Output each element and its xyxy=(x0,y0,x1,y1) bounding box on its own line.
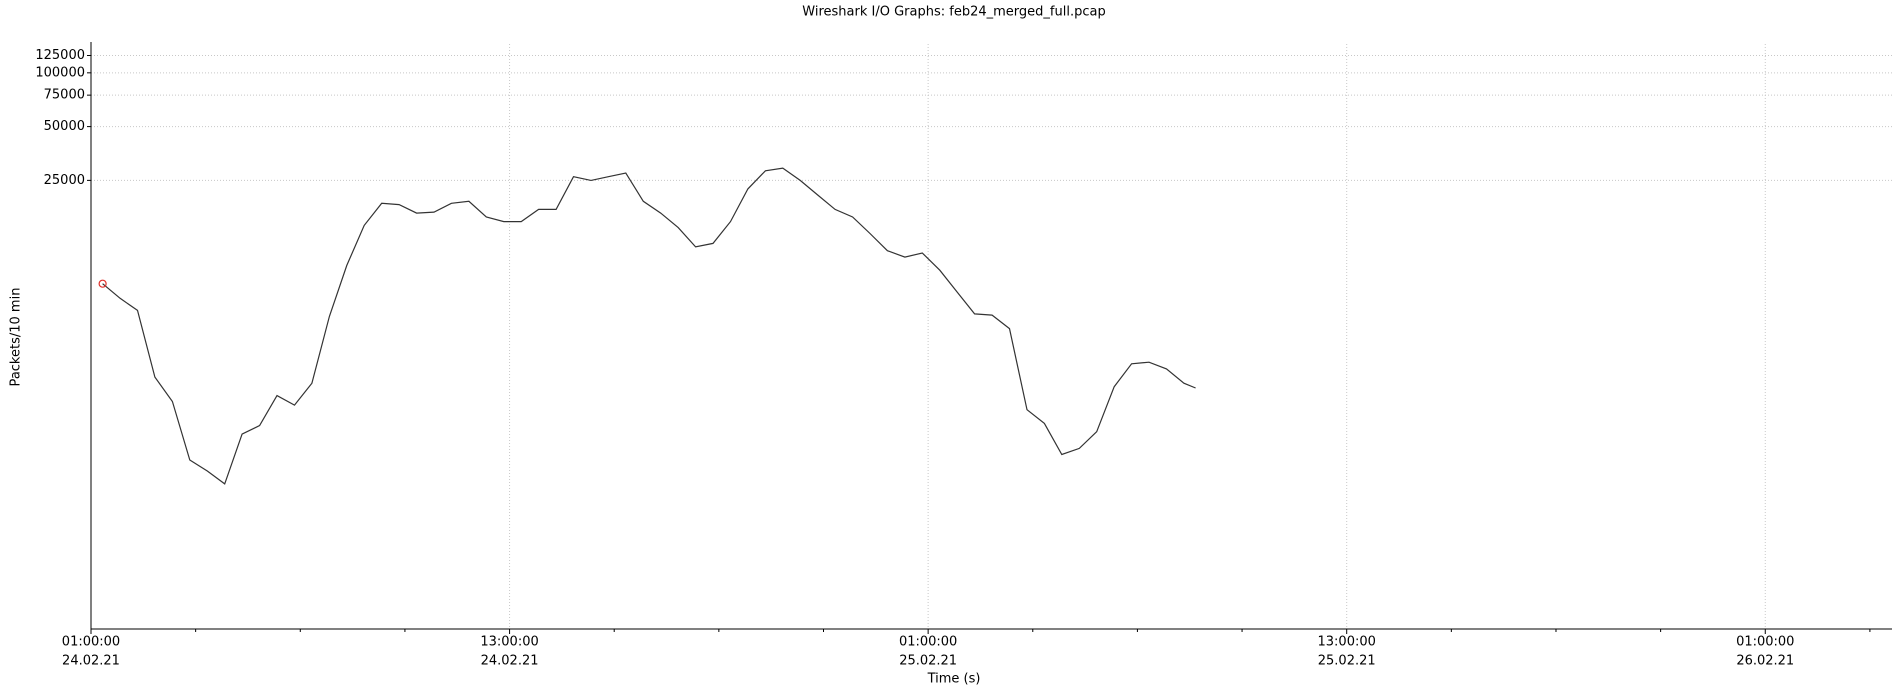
y-tick-label: 75000 xyxy=(44,88,85,103)
y-tick-label: 50000 xyxy=(44,119,85,134)
x-axis-label: Time (s) xyxy=(927,672,981,687)
y-tick-label: 25000 xyxy=(44,173,85,188)
x-tick-label: 26.02.21 xyxy=(1736,654,1794,669)
x-tick-label: 13:00:00 xyxy=(480,635,538,650)
y-axis-label: Packets/10 min xyxy=(9,288,24,387)
y-tick-label: 100000 xyxy=(35,65,85,80)
data-line xyxy=(102,167,1196,485)
x-tick-label: 01:00:00 xyxy=(1736,635,1794,650)
selected-point xyxy=(98,279,107,288)
x-tick-label: 01:00:00 xyxy=(62,635,120,650)
chart-title: Wireshark I/O Graphs: feb24_merged_full.… xyxy=(802,5,1105,20)
y-tick-label: 125000 xyxy=(35,48,85,63)
x-tick-label: 25.02.21 xyxy=(1318,654,1376,669)
x-tick-label: 13:00:00 xyxy=(1318,635,1376,650)
x-tick-label: 01:00:00 xyxy=(899,635,957,650)
x-tick-label: 24.02.21 xyxy=(481,654,539,669)
x-tick-label: 25.02.21 xyxy=(899,654,957,669)
x-tick-label: 24.02.21 xyxy=(62,654,120,669)
